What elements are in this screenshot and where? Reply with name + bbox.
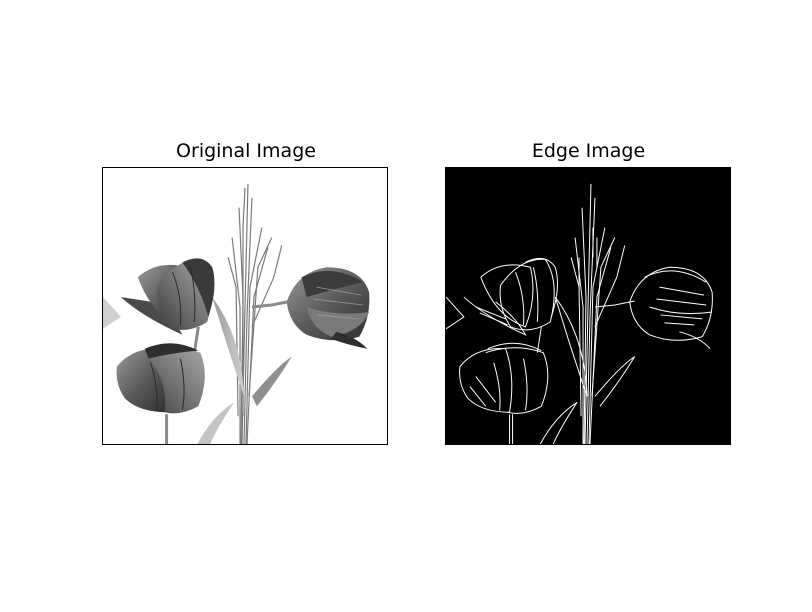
leaf-center-right	[252, 357, 292, 407]
original-image	[102, 167, 388, 445]
faint-leaf-shape	[103, 297, 121, 329]
leaf-bottom	[197, 402, 234, 444]
edge-image	[445, 167, 731, 445]
grass-plume	[228, 184, 282, 444]
original-image-canvas	[103, 168, 387, 444]
tulip-lower-left	[117, 343, 205, 413]
original-image-title: Original Image	[103, 140, 389, 162]
edge-image-canvas	[446, 168, 730, 444]
tulip-right	[287, 267, 370, 348]
edge-image-title: Edge Image	[445, 140, 732, 162]
edge-lines	[446, 184, 712, 444]
tulip-upper-left	[121, 258, 215, 334]
leaf-center-left	[212, 297, 244, 396]
